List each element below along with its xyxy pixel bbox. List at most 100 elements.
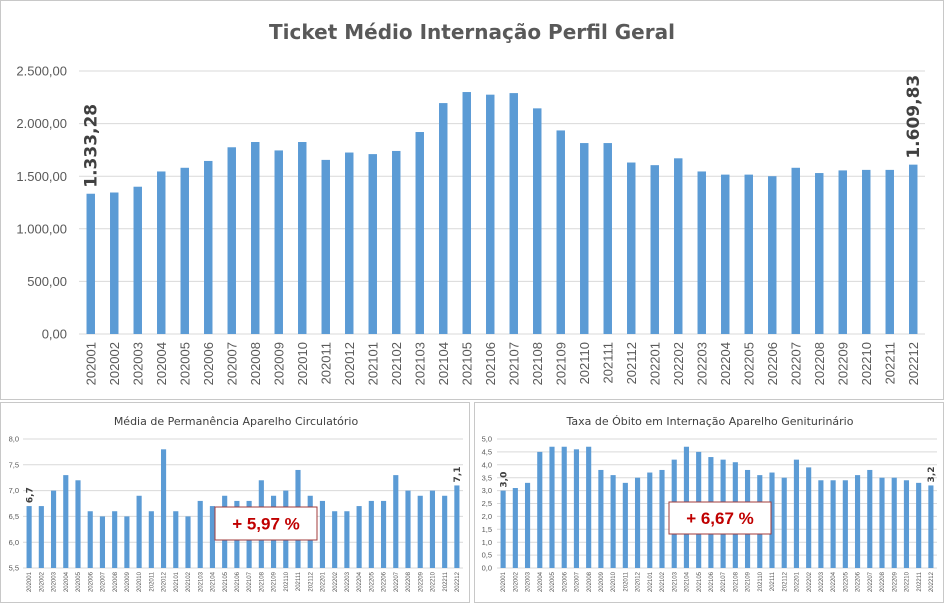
bar [204,160,213,334]
permanencia-chart-panel: Média de Permanência Aparelho Circulatór… [0,402,470,603]
y-tick-label: 3,0 [482,486,492,495]
bar [768,176,777,334]
x-tick-label: 202012 [162,571,168,592]
x-tick-label: 202007 [575,571,581,592]
bar [185,516,191,568]
bar [627,162,636,334]
y-tick-label: 0,5 [482,551,492,560]
x-tick-label: 202104 [685,571,691,592]
bar [659,469,665,568]
x-tick-label: 202111 [770,571,776,591]
bar [415,132,424,334]
x-tick-label: 202204 [718,342,733,385]
bar [417,495,423,568]
chart-title: Taxa de Óbito em Internação Aparelho Gen… [566,415,854,428]
bar [344,511,350,568]
last-value-label: 1.609,83 [904,75,924,159]
bar [891,477,897,568]
bar [603,143,612,334]
bar [209,506,216,568]
x-tick-label: 202110 [758,571,764,591]
x-tick-label: 202007 [101,571,107,592]
y-tick-label: 8,0 [9,435,19,444]
x-tick-label: 202106 [709,571,715,592]
bar [321,159,330,334]
bar [561,446,567,568]
x-tick-label: 202210 [859,342,874,385]
bar [791,167,800,334]
x-tick-label: 202207 [394,571,400,592]
x-tick-label: 202204 [831,571,837,592]
bar [274,150,283,334]
x-tick-label: 202106 [235,571,241,592]
bar [815,173,824,334]
x-tick-label: 202003 [52,571,58,592]
bar [674,158,683,334]
x-tick-label: 202201 [321,571,327,592]
x-tick-label: 202008 [587,571,593,592]
bar [486,94,495,334]
x-tick-label: 202206 [765,342,780,385]
bar [112,511,118,568]
x-tick-label: 202207 [788,342,803,385]
x-tick-label: 202112 [308,571,314,591]
bar [721,174,730,334]
bar [26,506,32,568]
bar [197,500,203,568]
x-tick-label: 202104 [436,342,451,385]
x-tick-label: 202009 [271,342,286,385]
y-tick-label: 2,5 [482,499,492,508]
bar [598,469,604,568]
x-tick-label: 202004 [64,571,70,592]
bar [842,480,848,568]
bar [38,506,44,568]
last-value-label: 3,2 [927,466,937,482]
bar [319,500,326,568]
y-tick-label: 1,5 [482,525,492,534]
bar [75,480,81,568]
bar [634,477,641,568]
x-tick-label: 202208 [812,342,827,385]
bar [442,495,448,568]
bar [50,490,57,568]
y-tick-label: 1,0 [482,538,492,547]
y-tick-label: 3,5 [482,473,492,482]
bar [867,469,873,568]
x-tick-label: 202208 [406,571,412,592]
x-tick-label: 202109 [272,571,278,592]
bar [509,93,518,334]
obito-chart-panel: Taxa de Óbito em Internação Aparelho Gen… [474,402,944,603]
first-value-label: 6,7 [25,487,35,503]
x-tick-label: 202003 [130,342,145,385]
bar [697,171,706,334]
bar [86,193,95,334]
bar [903,480,910,568]
x-tick-label: 202010 [295,342,310,385]
bar [781,477,787,568]
bar [909,164,918,334]
x-tick-label: 202007 [224,342,239,385]
x-tick-label: 202205 [741,342,756,385]
x-tick-label: 202002 [513,571,519,592]
x-tick-label: 202001 [27,571,33,592]
bar [392,150,401,334]
x-tick-label: 202008 [113,571,119,592]
bar [838,170,847,334]
bar [380,500,387,568]
y-tick-label: 0,0 [482,564,492,573]
x-tick-label: 202110 [577,342,592,384]
bar [368,154,377,334]
x-tick-label: 202212 [906,342,921,385]
x-tick-label: 202203 [819,571,825,592]
bar [806,467,812,568]
bar [744,174,753,334]
bar [180,167,189,334]
y-tick-label: 1.000,00 [16,221,67,236]
x-tick-label: 202201 [647,342,662,385]
y-tick-label: 6,5 [9,512,19,521]
y-tick-label: 1.500,00 [16,169,67,184]
bar [157,171,166,334]
x-tick-label: 202009 [125,571,131,592]
bar [251,142,260,334]
bar [885,169,894,334]
